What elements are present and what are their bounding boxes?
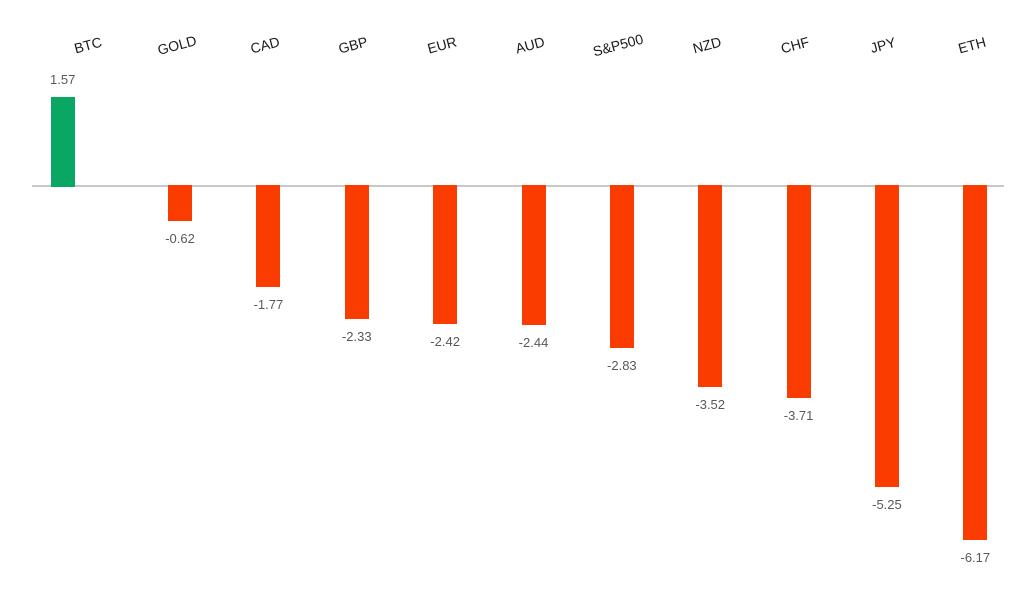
category-label-nzd: NZD [690, 33, 723, 57]
negative-bar-eth [963, 185, 988, 540]
category-label-chf: CHF [779, 33, 812, 57]
category-label-cad: CAD [248, 33, 282, 57]
negative-bar-sp500 [609, 185, 634, 348]
positive-bar-btc [50, 96, 75, 187]
negative-bar-jpy [874, 185, 899, 487]
category-label-jpy: JPY [868, 33, 898, 57]
value-label-aud: -2.44 [518, 335, 549, 351]
value-label-chf: -3.71 [783, 408, 814, 424]
negative-bar-gold [168, 185, 193, 221]
x-axis-baseline [32, 185, 1004, 187]
value-label-cad: -1.77 [253, 296, 284, 312]
value-label-gbp: -2.33 [341, 328, 372, 344]
category-label-btc: BTC [72, 33, 104, 57]
value-label-btc: 1.57 [50, 71, 76, 87]
negative-bar-aud [521, 185, 546, 326]
value-label-sp500: -2.83 [607, 357, 637, 373]
category-label-gbp: GBP [336, 33, 370, 57]
negative-bar-gbp [344, 185, 369, 319]
category-label-eth: ETH [956, 33, 988, 57]
category-label-gold: GOLD [155, 32, 198, 58]
category-label-aud: AUD [513, 33, 547, 57]
category-label-eur: EUR [425, 33, 458, 57]
negative-bar-nzd [698, 185, 723, 388]
negative-bar-chf [786, 185, 811, 399]
value-label-eur: -2.42 [430, 334, 460, 350]
value-label-jpy: -5.25 [872, 496, 902, 512]
negative-bar-cad [256, 185, 281, 287]
category-label-sp500: S&P500 [591, 30, 646, 60]
negative-bar-eur [433, 185, 458, 325]
value-label-nzd: -3.52 [695, 397, 726, 413]
value-label-eth: -6.17 [960, 549, 991, 565]
value-label-gold: -0.62 [165, 230, 195, 246]
